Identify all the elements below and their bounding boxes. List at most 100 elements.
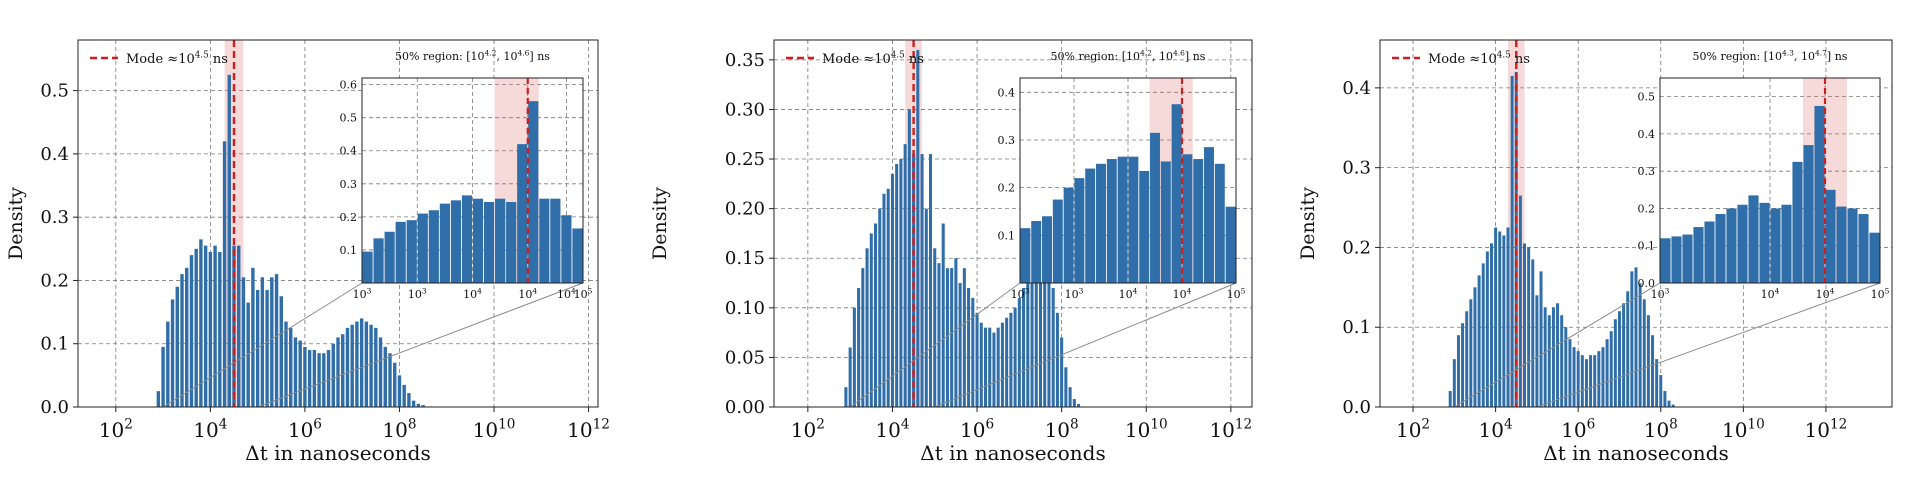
inset-x-tick-label: 104​ [1761,286,1780,301]
inset-frame [1659,77,1881,284]
inset-bar [1869,232,1880,283]
histogram-bar [307,350,312,407]
histogram-bar [857,287,861,407]
histogram-bar [1051,287,1055,407]
histogram-bar [213,245,217,407]
histogram-bar [890,173,894,407]
histogram-bar [1022,287,1026,407]
inset-bar [1781,204,1792,283]
x-axis-label: Δt in nanoseconds [1543,441,1729,465]
histogram-bar [1527,247,1531,407]
inset-connector [162,282,363,408]
histogram-bar [882,193,886,407]
histogram-bar [1477,275,1481,407]
histogram-bar [397,375,402,407]
x-tick-label: 104​ [1479,417,1513,442]
histogram-bar [1601,347,1605,407]
legend: Mode ≈104.5​ ns [90,51,228,67]
y-tick-label: 0.0 [40,397,69,418]
inset-x-tick-label: 103​ [408,286,427,301]
inset-x-tick-label: 103​ [1011,286,1030,301]
histogram-bar [374,327,378,407]
inset-bar [1858,214,1869,283]
inset-chart: 0.1 0.2 0.3 0.4 103​ 103​ 104​ 104​ 105​ 50% regi… [998,48,1246,301]
histogram-bar [907,109,911,407]
inset-bar [1715,214,1726,283]
histogram-bar [1064,367,1068,407]
inset-y-tick-label: 0.4 [1638,128,1656,141]
inset-bar [1847,208,1858,283]
inset-bar [1031,221,1042,283]
histogram-bar [1584,359,1588,407]
inset-bar [1770,208,1781,283]
histogram-bar [1026,278,1030,407]
y-tick-label: 0.5 [40,81,69,102]
y-axis-label: Density [1297,187,1319,260]
histogram-bar [1452,359,1456,407]
inset-y-tick-label: 0.1 [1638,240,1656,253]
inset-connector [1536,282,1881,408]
y-tick-label: 0.00 [725,397,765,418]
inset-bar [1704,221,1715,283]
x-tick-label: 1010​ [1125,417,1168,442]
histogram-bar [971,297,975,407]
histogram-bar [189,255,194,407]
histogram-bar [1485,251,1489,407]
histogram-bar [246,302,250,407]
inset-bar [439,203,450,283]
histogram-bar [1638,283,1642,407]
inset-bar [1139,170,1150,283]
histogram-bar [175,286,179,407]
histogram-bar [1655,359,1659,407]
chart-panel-1: 0.0 0.1 0.2 0.3 0.4 0.5 102​ 104​ 106​ 108​ 1010​ 1… [5,39,610,465]
inset-connector [1454,282,1661,408]
chart-panel-3: 0.0 0.1 0.2 0.3 0.4 102​ 104​ 106​ 108​ 1010​ 1012… [1297,39,1893,465]
x-tick-label: 106​ [960,417,994,442]
histogram-bar [388,353,392,407]
y-tick-label: 0.2 [1342,237,1371,258]
inset-bar [1020,228,1031,283]
x-axis-label: Δt in nanoseconds [920,441,1106,465]
x-tick-label: 1012​ [567,417,610,442]
histogram-bar [227,74,231,407]
histogram-bar [1013,307,1017,407]
inset-bar [506,201,517,283]
inset-x-tick-label: 105​ [1227,286,1246,301]
histogram-bar [945,268,949,407]
histogram-bar [1667,400,1671,407]
histogram-bar [1469,299,1473,407]
x-tick-label: 1012​ [1805,417,1848,442]
histogram-bar [1576,351,1580,407]
histogram-bar [1663,391,1667,407]
inset-bar [1128,156,1139,283]
inset-bar [395,221,406,283]
inset-bar [517,144,528,283]
inset-bar [550,198,561,283]
histogram-bar [992,332,996,407]
histogram-bar [336,337,340,407]
inset-x-tick-label: 104​ [1173,286,1192,301]
inset-bar [1726,208,1737,283]
y-tick-label: 0.4 [40,144,69,165]
inset-x-tick-label: 104​ [1119,286,1138,301]
histogram-bar [1043,188,1047,407]
inset-bar [1792,161,1803,283]
histogram-bar [1494,227,1498,407]
histogram-bar [326,350,331,407]
x-tick-label: 108​ [1644,417,1678,442]
histogram-bar [983,327,988,407]
histogram-bar [199,239,203,407]
histogram-bar [1055,312,1059,407]
inset-bar [1171,104,1182,283]
histogram-bar [407,393,411,407]
inset-bar [1052,199,1063,283]
x-tick-label: 108​ [382,417,416,442]
y-tick-label: 0.20 [725,199,765,220]
inset-bar [1160,161,1171,283]
inset-bar [428,210,439,283]
histogram-bar [962,268,966,407]
histogram-bar [1626,291,1630,407]
histogram-bar [873,223,878,407]
histogram-bar [411,400,416,407]
